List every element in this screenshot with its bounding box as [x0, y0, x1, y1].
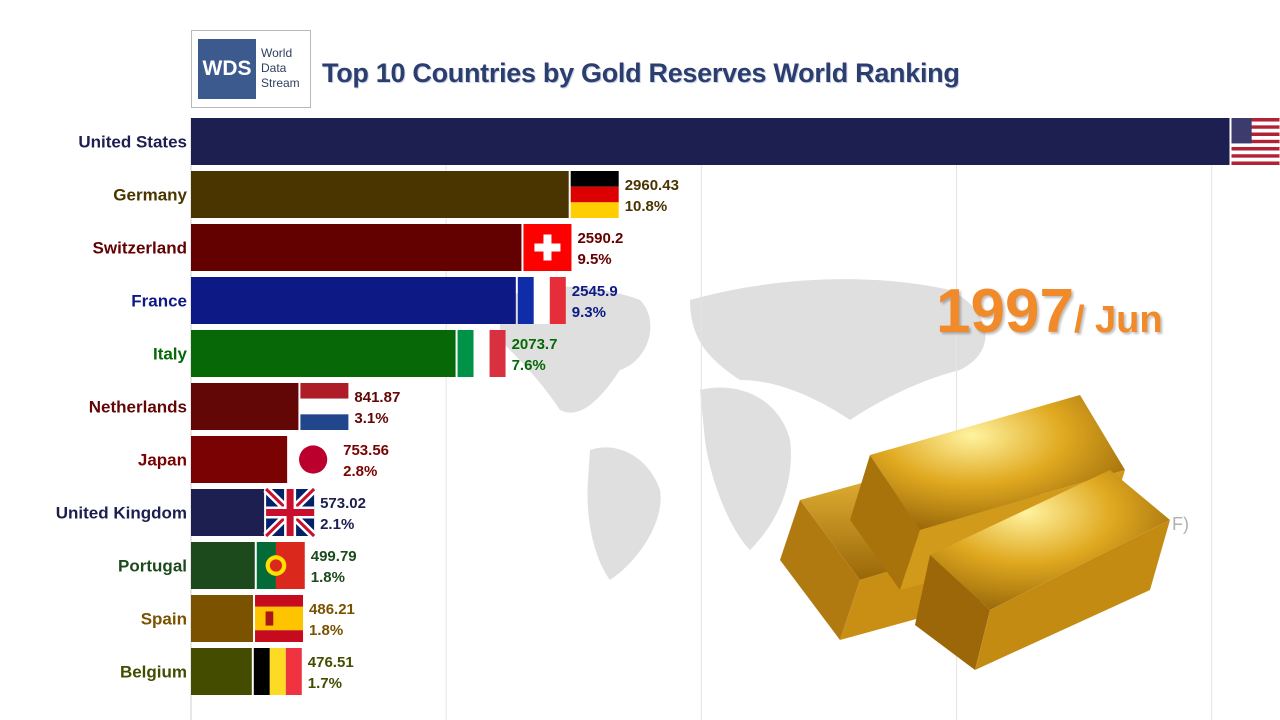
value-label: 841.87: [354, 389, 400, 406]
logo-line-1: World: [261, 46, 293, 60]
bar: [191, 224, 522, 271]
bar-row: Netherlands 841.87 3.1%: [89, 383, 400, 430]
bar-row: Belgium 476.51 1.7%: [120, 648, 354, 695]
percent-label: 3.1%: [354, 410, 388, 427]
source-fragment: F): [1172, 514, 1189, 534]
percent-label: 9.5%: [577, 251, 611, 268]
chart-bars: United States8139.8829.8% Germany 2960.43 1…: [56, 118, 1280, 695]
bar: [191, 595, 254, 642]
period-month: / Jun: [1073, 299, 1163, 341]
percent-label: 2.8%: [343, 463, 377, 480]
percent-label: 1.8%: [309, 622, 343, 639]
value-label: 2960.43: [625, 177, 679, 194]
bar: [191, 436, 288, 483]
bar-row: Germany 2960.43 10.8%: [113, 171, 679, 218]
period-year: 1997: [936, 277, 1074, 346]
category-label: United States: [78, 133, 187, 152]
chart-title: Top 10 Countries by Gold Reserves World …: [322, 58, 960, 88]
bar: [191, 383, 299, 430]
logo-line-2: Data: [261, 61, 287, 75]
category-label: Italy: [153, 345, 188, 364]
percent-label: 9.3%: [572, 304, 606, 321]
bar-row: Switzerland 2590.2 9.5%: [93, 224, 623, 271]
world-map-background: [500, 279, 986, 580]
bar-row: France 2545.9 9.3%: [131, 277, 618, 324]
bar-row: United States8139.8829.8%: [78, 118, 1280, 165]
category-label: Netherlands: [89, 398, 187, 417]
logo-mark: WDS: [198, 39, 256, 99]
value-label: 486.21: [309, 601, 355, 618]
logo-text: World Data Stream: [261, 46, 300, 91]
portugal-flag-icon: [256, 542, 305, 589]
uk-flag-icon: [263, 486, 317, 539]
value-label: 2590.2: [577, 230, 623, 247]
bar-row: United Kingdom 573.02 2.1%: [56, 486, 366, 539]
percent-label: 7.6%: [512, 357, 546, 374]
france-flag-icon: [517, 277, 566, 324]
bar: [191, 171, 569, 218]
bar: [191, 489, 265, 536]
category-label: Spain: [141, 610, 187, 629]
germany-flag-icon: [570, 171, 619, 218]
category-label: Germany: [113, 186, 187, 205]
bar: [191, 542, 255, 589]
bar: [191, 648, 252, 695]
us-flag-icon: [1231, 118, 1280, 165]
spain-flag-icon: [255, 595, 304, 642]
value-label: 476.51: [308, 654, 354, 671]
percent-label: 1.8%: [311, 569, 345, 586]
category-label: Portugal: [118, 557, 187, 576]
percent-label: 1.7%: [308, 675, 342, 692]
value-label: 2545.9: [572, 283, 618, 300]
bar: [191, 330, 456, 377]
bar-row: Italy 2073.7 7.6%: [153, 330, 557, 377]
gold-bars-image: [780, 395, 1170, 670]
netherlands-flag-icon: [300, 383, 349, 430]
bar-row: Portugal 499.79 1.8%: [118, 542, 357, 589]
value-label: 499.79: [311, 548, 357, 565]
bar-row: Spain 486.21 1.8%: [141, 595, 355, 642]
period-label: 1997/ Jun: [936, 276, 1163, 347]
wds-logo: WDS World Data Stream: [191, 30, 311, 108]
category-label: Switzerland: [93, 239, 187, 258]
value-label: 573.02: [320, 495, 366, 512]
value-label: 753.56: [343, 442, 389, 459]
value-label: 2073.7: [512, 336, 558, 353]
bar-row: Japan 753.56 2.8%: [138, 436, 389, 483]
percent-label: 2.1%: [320, 516, 354, 533]
japan-flag-icon: [289, 436, 338, 483]
percent-label: 10.8%: [625, 198, 668, 215]
switzerland-flag-icon: [523, 224, 572, 271]
bar: [191, 277, 516, 324]
belgium-flag-icon: [253, 648, 302, 695]
category-label: France: [131, 292, 187, 311]
category-label: Belgium: [120, 663, 187, 682]
category-label: Japan: [138, 451, 187, 470]
logo-line-3: Stream: [261, 76, 300, 90]
bar: [191, 118, 1230, 165]
italy-flag-icon: [457, 330, 506, 377]
category-label: United Kingdom: [56, 504, 187, 523]
